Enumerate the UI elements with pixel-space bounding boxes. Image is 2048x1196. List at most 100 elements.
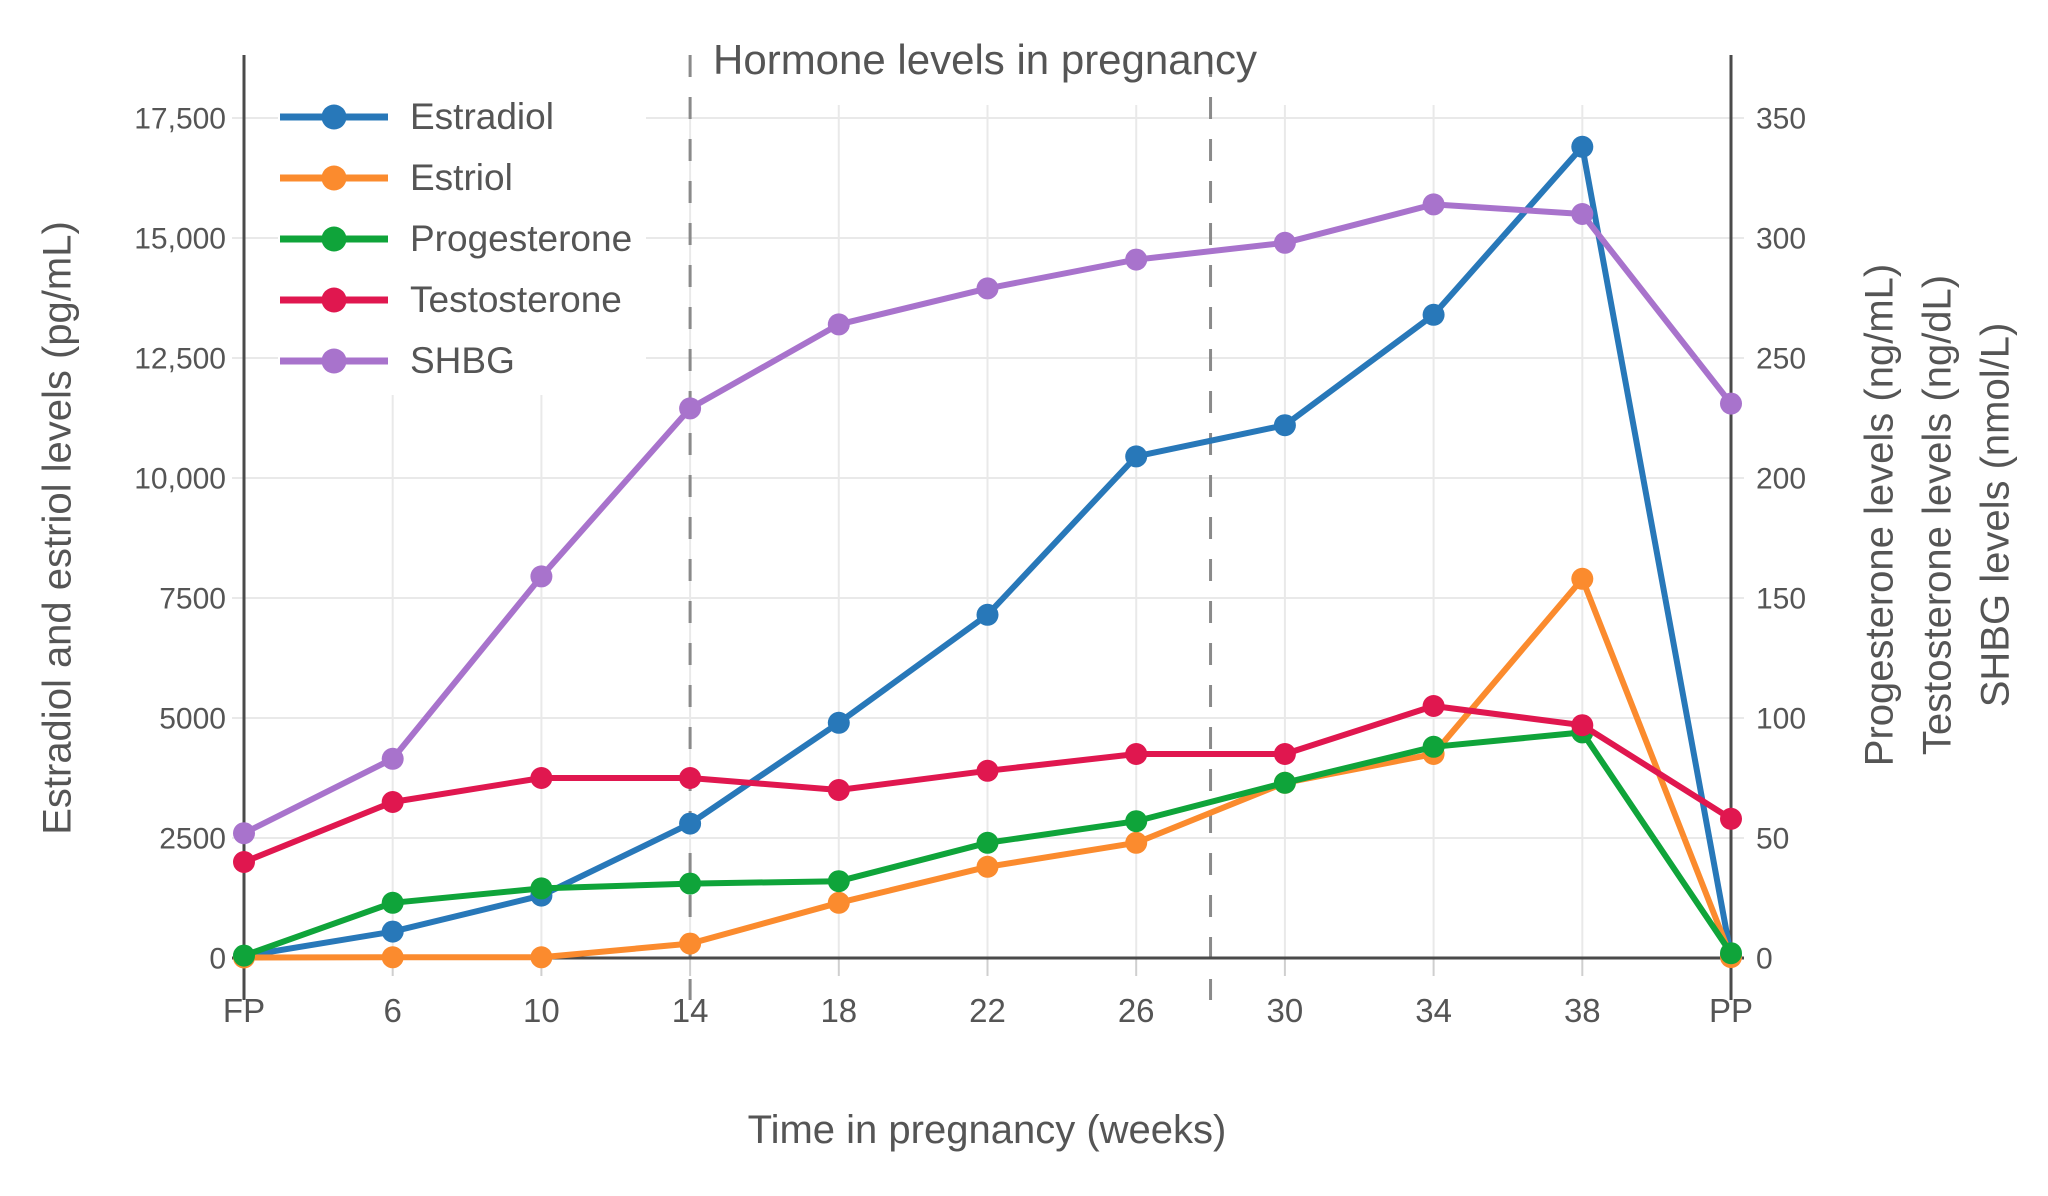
legend-dot-icon: [321, 104, 347, 129]
y-right-tick-label: 50: [1756, 823, 1789, 856]
data-point-shbg-PP[interactable]: [1720, 392, 1742, 415]
data-point-shbg-14[interactable]: [679, 397, 702, 420]
series-estradiol[interactable]: [233, 135, 1742, 968]
x-tick-label-34: 34: [1415, 992, 1452, 1029]
data-point-shbg-22[interactable]: [976, 277, 999, 300]
legend-dot-icon: [321, 287, 347, 312]
y-right-tick-label: 100: [1756, 703, 1806, 736]
y-right-tick-label: 200: [1756, 463, 1806, 496]
y-right-tick-label: 350: [1756, 103, 1806, 136]
legend-dot-icon: [321, 226, 347, 251]
legend-item-estradiol[interactable]: Estradiol: [278, 86, 632, 147]
chart-legend: Estradiol Estriol Progesterone Testosterone…: [278, 82, 647, 395]
legend-item-testosterone[interactable]: Testosterone: [278, 269, 632, 330]
y-right-tick-label: 250: [1756, 343, 1806, 376]
data-point-estriol-26[interactable]: [1125, 831, 1148, 854]
y-left-tick-label: 2500: [159, 823, 226, 856]
data-point-estradiol-14[interactable]: [679, 812, 702, 835]
y-left-tick-label: 15,000: [134, 223, 226, 256]
series-testosterone[interactable]: [233, 695, 1742, 873]
data-point-estriol-18[interactable]: [827, 891, 850, 914]
x-tick-label-PP: PP: [1709, 992, 1753, 1029]
data-point-testosterone-34[interactable]: [1422, 695, 1445, 717]
data-point-estriol-38[interactable]: [1571, 567, 1594, 590]
legend-label: Progesterone: [410, 217, 633, 259]
data-point-shbg-6[interactable]: [381, 747, 404, 770]
y-left-tick-label: 12,500: [134, 343, 226, 376]
data-point-shbg-38[interactable]: [1571, 203, 1594, 225]
y-right-tick-label: 150: [1756, 583, 1806, 616]
data-point-shbg-FP[interactable]: [233, 822, 255, 845]
legend-item-progesterone[interactable]: Progesterone: [278, 208, 632, 269]
data-point-shbg-10[interactable]: [530, 565, 553, 588]
data-point-progesterone-22[interactable]: [976, 831, 999, 854]
legend-swatch-icon: [280, 104, 388, 129]
data-point-progesterone-18[interactable]: [827, 870, 850, 893]
y-left-tick-label: 0: [209, 943, 226, 976]
data-point-progesterone-6[interactable]: [381, 891, 404, 914]
y-right-tick-label: 0: [1756, 943, 1773, 976]
x-tick-label-18: 18: [820, 992, 857, 1029]
x-tick-label-30: 30: [1267, 992, 1304, 1029]
data-point-testosterone-PP[interactable]: [1720, 807, 1742, 830]
y-right-tick-label: 300: [1756, 223, 1806, 256]
data-point-progesterone-10[interactable]: [530, 877, 553, 900]
data-point-shbg-34[interactable]: [1422, 193, 1445, 216]
data-point-progesterone-14[interactable]: [679, 872, 702, 895]
data-point-testosterone-38[interactable]: [1571, 714, 1594, 737]
legend-item-estriol[interactable]: Estriol: [278, 147, 632, 208]
data-point-progesterone-FP[interactable]: [233, 944, 255, 967]
x-tick-label-14: 14: [672, 992, 709, 1029]
data-point-progesterone-26[interactable]: [1125, 810, 1148, 833]
data-point-progesterone-PP[interactable]: [1720, 942, 1742, 965]
data-point-estriol-22[interactable]: [976, 855, 999, 878]
data-point-testosterone-30[interactable]: [1273, 743, 1296, 765]
data-point-estriol-14[interactable]: [679, 932, 702, 955]
y-left-tick-label: 10,000: [134, 463, 226, 496]
legend-label: Estradiol: [410, 95, 554, 137]
x-tick-label-38: 38: [1564, 992, 1601, 1029]
legend-dot-icon: [321, 165, 347, 190]
legend-label: Estriol: [410, 156, 513, 198]
data-point-estradiol-22[interactable]: [976, 603, 999, 626]
data-point-estradiol-38[interactable]: [1571, 135, 1594, 158]
data-point-progesterone-34[interactable]: [1422, 735, 1445, 758]
data-point-testosterone-22[interactable]: [976, 759, 999, 782]
legend-label: SHBG: [410, 339, 515, 381]
x-tick-label-6: 6: [384, 992, 402, 1029]
chart-title: Hormone levels in pregnancy: [713, 36, 1257, 83]
legend-dot-icon: [321, 348, 347, 373]
data-point-estradiol-6[interactable]: [381, 920, 404, 943]
y-left-tick-label: 5000: [159, 703, 226, 736]
y-left-tick-label: 17,500: [134, 103, 226, 136]
data-point-testosterone-18[interactable]: [827, 779, 850, 801]
data-point-testosterone-10[interactable]: [530, 767, 553, 789]
legend-label: Testosterone: [410, 278, 622, 320]
data-point-shbg-30[interactable]: [1273, 231, 1296, 254]
x-tick-label-10: 10: [523, 992, 560, 1029]
data-point-estriol-6[interactable]: [381, 946, 404, 969]
data-point-estradiol-26[interactable]: [1125, 445, 1148, 468]
data-point-estriol-10[interactable]: [530, 946, 553, 969]
data-point-progesterone-30[interactable]: [1273, 771, 1296, 794]
data-point-estradiol-34[interactable]: [1422, 303, 1445, 326]
y-left-tick-label: 7500: [159, 583, 226, 616]
data-point-testosterone-6[interactable]: [381, 791, 404, 813]
data-point-testosterone-26[interactable]: [1125, 743, 1148, 765]
x-tick-label-22: 22: [969, 992, 1006, 1029]
data-point-testosterone-FP[interactable]: [233, 851, 255, 873]
y-axis-right-title-testosterone: Testosterone levels (ng/dL): [1915, 274, 1960, 756]
series-progesterone[interactable]: [233, 721, 1742, 967]
data-point-shbg-18[interactable]: [827, 313, 850, 336]
data-point-estradiol-18[interactable]: [827, 711, 850, 734]
data-point-estradiol-30[interactable]: [1273, 414, 1296, 437]
data-point-shbg-26[interactable]: [1125, 248, 1148, 271]
data-point-testosterone-14[interactable]: [679, 767, 702, 789]
series-shbg[interactable]: [233, 193, 1742, 845]
y-axis-left-title: Estradiol and estriol levels (pg/mL): [35, 221, 80, 835]
legend-swatch-icon: [280, 287, 388, 312]
legend-swatch-icon: [280, 226, 388, 251]
x-tick-label-FP: FP: [223, 992, 265, 1029]
legend-item-shbg[interactable]: SHBG: [278, 330, 632, 391]
